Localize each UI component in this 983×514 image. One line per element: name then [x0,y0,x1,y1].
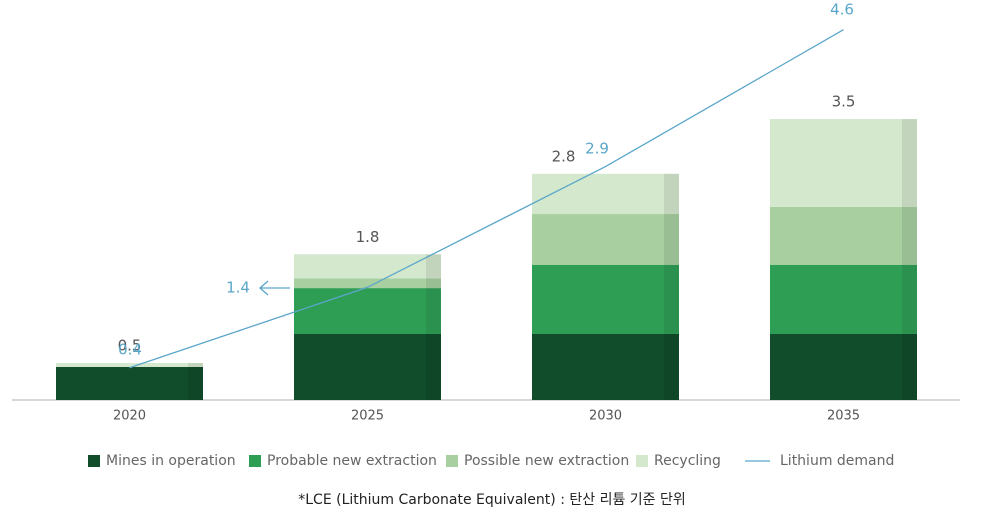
legend-label: Lithium demand [780,453,894,469]
total-label: 0.5 [118,336,142,354]
x-tick-label: 2020 [113,409,146,424]
bar-segment [770,206,917,265]
bar-segment [770,333,917,400]
bar-segment [294,278,441,289]
legend-swatch [636,455,648,467]
bar-segment [770,264,917,334]
bar-shade [664,173,679,400]
legend-label: Recycling [654,453,721,469]
legend-label: Possible new extraction [464,453,629,469]
legend-swatch [446,455,458,467]
bar-segment [532,173,679,215]
legend-label: Mines in operation [106,453,236,469]
bar-segment [532,264,679,334]
bar-shade [188,362,203,400]
arrow [259,280,290,296]
bar-segment [56,362,203,367]
bar-shade [426,254,441,400]
bar-shade [902,119,917,401]
bar-segment [294,333,441,400]
total-label: 2.8 [552,147,576,165]
bar-segment [294,288,441,334]
demand-label: 2.9 [585,140,609,158]
demand-label: 0.4 [118,341,142,359]
x-tick-label: 2035 [827,409,860,424]
bar-segment [56,366,203,400]
demand-label: 1.4 [226,279,250,297]
bar-segment [294,254,441,279]
footnote: *LCE (Lithium Carbonate Equivalent) : 탄산… [298,492,686,508]
total-label: 1.8 [356,228,380,246]
legend-swatch [249,455,261,467]
bar-segment [532,333,679,400]
legend-swatch [88,455,100,467]
x-tick-label: 2030 [589,409,622,424]
demand-label: 4.6 [830,1,854,19]
bar-segment [532,214,679,265]
total-label: 3.5 [832,93,856,111]
x-tick-label: 2025 [351,409,384,424]
demand-line [129,29,844,369]
bar-segment [770,119,917,207]
legend-label: Probable new extraction [267,453,437,469]
